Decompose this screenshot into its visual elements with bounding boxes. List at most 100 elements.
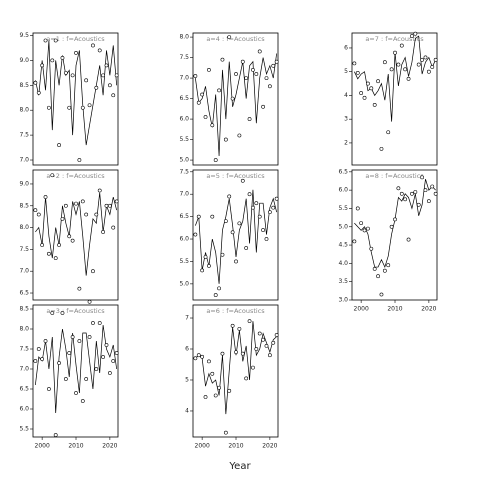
data-point xyxy=(47,105,51,110)
y-tick-label: 5.5 xyxy=(338,205,348,212)
y-tick-label: 9.0 xyxy=(19,57,29,64)
data-point xyxy=(227,35,232,39)
x-tick-label: 2000 xyxy=(35,443,50,450)
data-point xyxy=(70,73,75,78)
panel-frame xyxy=(32,32,119,166)
data-point xyxy=(101,355,105,359)
x-tick-label: 2020 xyxy=(421,306,436,313)
data-point xyxy=(57,243,61,247)
data-point xyxy=(267,84,272,89)
data-point xyxy=(393,50,397,55)
data-point xyxy=(80,399,85,403)
data-point xyxy=(244,246,249,250)
data-point xyxy=(107,203,112,208)
data-point xyxy=(355,206,360,211)
data-point xyxy=(50,58,55,63)
data-point xyxy=(251,365,255,370)
data-point xyxy=(101,73,105,78)
data-point xyxy=(80,105,85,110)
data-point xyxy=(53,256,58,261)
data-point xyxy=(114,73,119,78)
y-tick-label: 6.5 xyxy=(19,290,29,297)
data-point xyxy=(366,226,370,231)
data-point xyxy=(111,93,116,98)
data-point xyxy=(372,266,377,271)
x-axis-label: Year xyxy=(228,461,251,472)
data-point xyxy=(413,31,418,36)
data-point xyxy=(366,81,370,86)
data-point xyxy=(77,158,82,162)
data-point xyxy=(240,178,245,183)
data-point xyxy=(210,214,215,219)
data-point xyxy=(433,57,438,62)
data-point xyxy=(43,38,48,43)
data-point xyxy=(223,137,228,142)
data-point xyxy=(389,224,394,229)
data-point xyxy=(413,190,418,194)
data-point xyxy=(423,55,428,60)
data-point xyxy=(97,321,102,325)
y-tick-label: 4 xyxy=(344,92,348,99)
y-tick-label: 3.0 xyxy=(338,297,348,304)
data-point xyxy=(200,354,205,359)
data-point xyxy=(433,191,438,196)
y-tick-label: 8.5 xyxy=(19,306,29,313)
data-point xyxy=(60,311,65,315)
y-tick-label: 7 xyxy=(185,315,189,322)
data-point xyxy=(369,246,374,251)
panel-frame xyxy=(32,304,119,438)
y-tick-label: 5.5 xyxy=(179,136,189,143)
y-tick-label: 5.5 xyxy=(19,426,29,433)
data-point xyxy=(264,237,269,241)
data-point xyxy=(40,357,45,361)
panel-title: a=5 : f=Acoustics xyxy=(206,172,265,180)
x-tick-label: 2010 xyxy=(68,443,83,450)
x-tick-label: 2020 xyxy=(262,443,277,450)
trend-line xyxy=(35,324,117,414)
data-point xyxy=(369,86,374,91)
data-point xyxy=(227,388,232,393)
data-point xyxy=(87,335,92,339)
data-point xyxy=(36,347,41,351)
data-point xyxy=(200,268,205,273)
y-tick-label: 6.0 xyxy=(19,406,29,413)
data-point xyxy=(193,356,198,361)
data-point xyxy=(87,103,92,108)
data-point xyxy=(63,377,68,381)
data-point xyxy=(399,191,404,196)
panel-frame xyxy=(32,169,119,301)
trend-line xyxy=(195,321,277,415)
data-point xyxy=(94,85,99,90)
y-tick-label: 7.0 xyxy=(19,366,29,373)
data-point xyxy=(43,339,48,343)
data-point xyxy=(114,199,119,204)
data-point xyxy=(101,230,105,234)
y-tick-label: 6.0 xyxy=(338,187,348,194)
data-point xyxy=(43,195,48,199)
data-point xyxy=(264,344,269,348)
panel-title: a=2 : f=Acoustics xyxy=(46,172,105,180)
data-point xyxy=(91,269,95,274)
x-tick-label: 2010 xyxy=(387,306,402,313)
y-tick-label: 3.5 xyxy=(338,278,348,285)
data-point xyxy=(389,67,394,72)
data-point xyxy=(234,259,238,264)
y-tick-label: 8.0 xyxy=(179,34,189,41)
data-point xyxy=(230,96,235,101)
y-tick-label: 7.0 xyxy=(179,191,189,198)
data-point xyxy=(274,333,279,337)
data-point xyxy=(352,61,357,66)
data-point xyxy=(196,214,201,219)
data-point xyxy=(207,359,211,364)
x-tick-label: 2010 xyxy=(228,443,243,450)
data-point xyxy=(213,158,218,162)
data-point xyxy=(57,361,61,365)
data-point xyxy=(355,70,360,75)
y-tick-label: 5.0 xyxy=(179,157,189,164)
data-point xyxy=(203,115,208,119)
data-point xyxy=(91,321,95,325)
data-point xyxy=(67,105,72,110)
data-point xyxy=(382,268,387,273)
data-point xyxy=(57,143,61,147)
data-point xyxy=(50,173,55,178)
